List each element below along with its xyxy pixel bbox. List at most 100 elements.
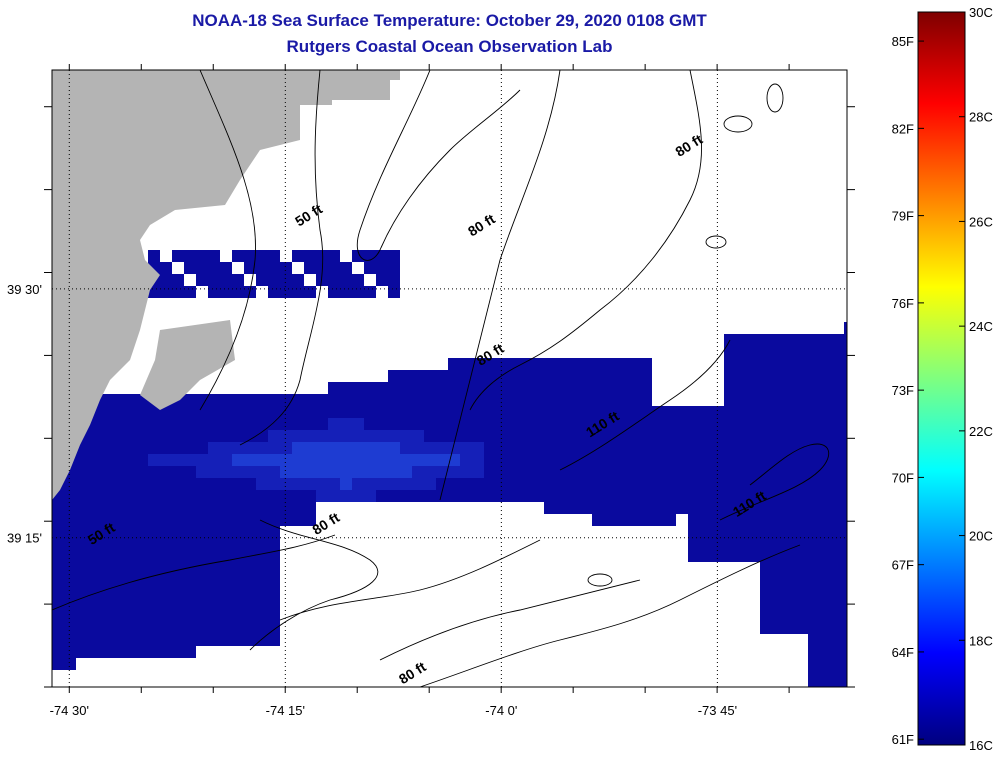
sst-cell — [472, 382, 484, 394]
sst-cell — [520, 418, 532, 430]
sst-cell — [820, 358, 832, 370]
colorbar-fahrenheit-label: 73F — [892, 383, 914, 398]
sst-cell — [808, 358, 820, 370]
sst-cell — [808, 586, 820, 598]
sst-cell — [736, 478, 748, 490]
sst-cell — [160, 598, 172, 610]
sst-cell — [592, 466, 604, 478]
sst-cell — [124, 622, 136, 634]
sst-cell — [268, 514, 280, 526]
sst-cell — [172, 490, 184, 502]
sst-cell — [688, 514, 700, 526]
sst-cell — [736, 334, 748, 346]
sst-cell — [124, 490, 136, 502]
sst-cell — [760, 358, 772, 370]
sst-cell — [808, 622, 820, 634]
sst-cell — [532, 430, 544, 442]
sst-cell — [640, 502, 652, 514]
sst-cell — [616, 454, 628, 466]
sst-cell — [736, 346, 748, 358]
sst-cell — [244, 394, 256, 406]
sst-cell — [832, 634, 844, 646]
sst-cell — [268, 622, 280, 634]
sst-cell — [700, 502, 712, 514]
sst-cell — [100, 502, 112, 514]
sst-cell — [196, 586, 208, 598]
sst-cell — [424, 418, 436, 430]
sst-cell — [208, 598, 220, 610]
sst-cell — [136, 406, 148, 418]
sst-cell — [832, 670, 844, 682]
sst-cell — [844, 406, 847, 418]
sst-cell — [772, 358, 784, 370]
sst-cell — [172, 562, 184, 574]
sst-cell — [112, 442, 124, 454]
sst-cell — [424, 442, 436, 454]
sst-cell — [820, 502, 832, 514]
contour-80ft-east — [469, 70, 702, 411]
sst-cell — [268, 466, 280, 478]
sst-cell — [580, 358, 592, 370]
sst-cell — [328, 262, 340, 274]
sst-cell — [484, 406, 496, 418]
sst-cell — [748, 502, 760, 514]
sst-cell — [64, 586, 76, 598]
sst-cell — [184, 538, 196, 550]
sst-cell — [796, 346, 808, 358]
sst-cell — [544, 430, 556, 442]
sst-cell — [304, 478, 316, 490]
sst-cell — [604, 514, 616, 526]
sst-cell — [244, 574, 256, 586]
sst-cell — [256, 262, 268, 274]
sst-cell — [244, 430, 256, 442]
sst-cell — [448, 406, 460, 418]
sst-cell — [424, 466, 436, 478]
sst-cell — [160, 406, 172, 418]
sst-cell — [304, 466, 316, 478]
sst-cell — [160, 526, 172, 538]
sst-cell — [664, 454, 676, 466]
sst-cell — [712, 526, 724, 538]
sst-cell — [724, 550, 736, 562]
sst-cell — [256, 598, 268, 610]
sst-cell — [112, 562, 124, 574]
sst-cell — [364, 478, 376, 490]
sst-cell — [436, 394, 448, 406]
sst-cell — [268, 502, 280, 514]
sst-cell — [376, 478, 388, 490]
sst-cell — [304, 490, 316, 502]
sst-cell — [160, 634, 172, 646]
sst-cell — [580, 430, 592, 442]
sst-cell — [364, 406, 376, 418]
sst-cell — [148, 646, 160, 658]
sst-cell — [772, 478, 784, 490]
sst-cell — [556, 370, 568, 382]
sst-cell — [748, 370, 760, 382]
sst-cell — [88, 502, 100, 514]
sst-cell — [724, 394, 736, 406]
sst-cell — [796, 550, 808, 562]
colorbar-celsius-label: 30C — [969, 5, 993, 20]
sst-cell — [484, 490, 496, 502]
sst-cell — [196, 478, 208, 490]
sst-cell — [460, 454, 472, 466]
sst-cell — [268, 574, 280, 586]
sst-cell — [232, 550, 244, 562]
sst-cell — [292, 394, 304, 406]
sst-cell — [772, 334, 784, 346]
sst-cell — [748, 346, 760, 358]
sst-cell — [100, 586, 112, 598]
shoal-ring-4 — [587, 573, 613, 587]
sst-cell — [556, 382, 568, 394]
sst-cell — [268, 274, 280, 286]
sst-cell — [184, 490, 196, 502]
sst-cell — [796, 394, 808, 406]
map-frame — [51, 69, 848, 688]
sst-cell — [412, 466, 424, 478]
sst-cell — [748, 550, 760, 562]
sst-cell — [76, 574, 88, 586]
sst-cell — [628, 454, 640, 466]
sst-cell — [196, 442, 208, 454]
sst-cell — [532, 406, 544, 418]
sst-cell — [664, 502, 676, 514]
